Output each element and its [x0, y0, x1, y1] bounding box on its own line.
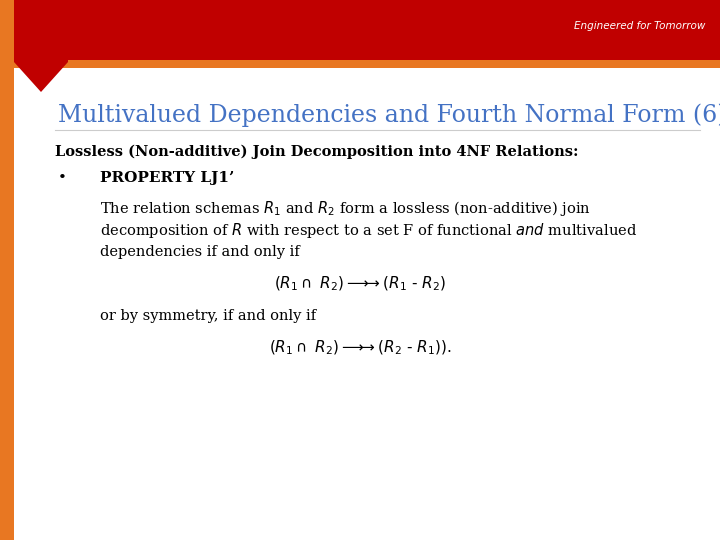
Text: Engineered for Tomorrow: Engineered for Tomorrow [574, 21, 705, 31]
Text: Multivalued Dependencies and Fourth Normal Form (6): Multivalued Dependencies and Fourth Norm… [58, 103, 720, 127]
Text: Lossless (Non-additive) Join Decomposition into 4NF Relations:: Lossless (Non-additive) Join Decompositi… [55, 145, 578, 159]
Text: or by symmetry, if and only if: or by symmetry, if and only if [100, 309, 316, 323]
Text: decomposition of $R$ with respect to a set F of functional $\mathit{and}$ multiv: decomposition of $R$ with respect to a s… [100, 220, 637, 240]
Text: $(R_1 \cap\ R_2) \longrightarrow\!\!\!\rightarrow (R_1\ \text{-}\ R_2)$: $(R_1 \cap\ R_2) \longrightarrow\!\!\!\r… [274, 275, 446, 293]
Polygon shape [14, 0, 68, 92]
Text: dependencies if and only if: dependencies if and only if [100, 245, 300, 259]
Text: •: • [58, 171, 67, 185]
Text: $(R_1 \cap\ R_2) \longrightarrow\!\!\!\rightarrow (R_2\ \text{-}\ R_1)).$: $(R_1 \cap\ R_2) \longrightarrow\!\!\!\r… [269, 339, 451, 357]
Bar [0, 58, 720, 68]
Bar [0, 0, 720, 62]
Bar [0, 0, 14, 540]
Text: The relation schemas $R_1$ and $R_2$ form a lossless (non-additive) join: The relation schemas $R_1$ and $R_2$ for… [100, 199, 591, 218]
Bar [0, 60, 720, 68]
Text: PROPERTY LJ1’: PROPERTY LJ1’ [100, 171, 235, 185]
